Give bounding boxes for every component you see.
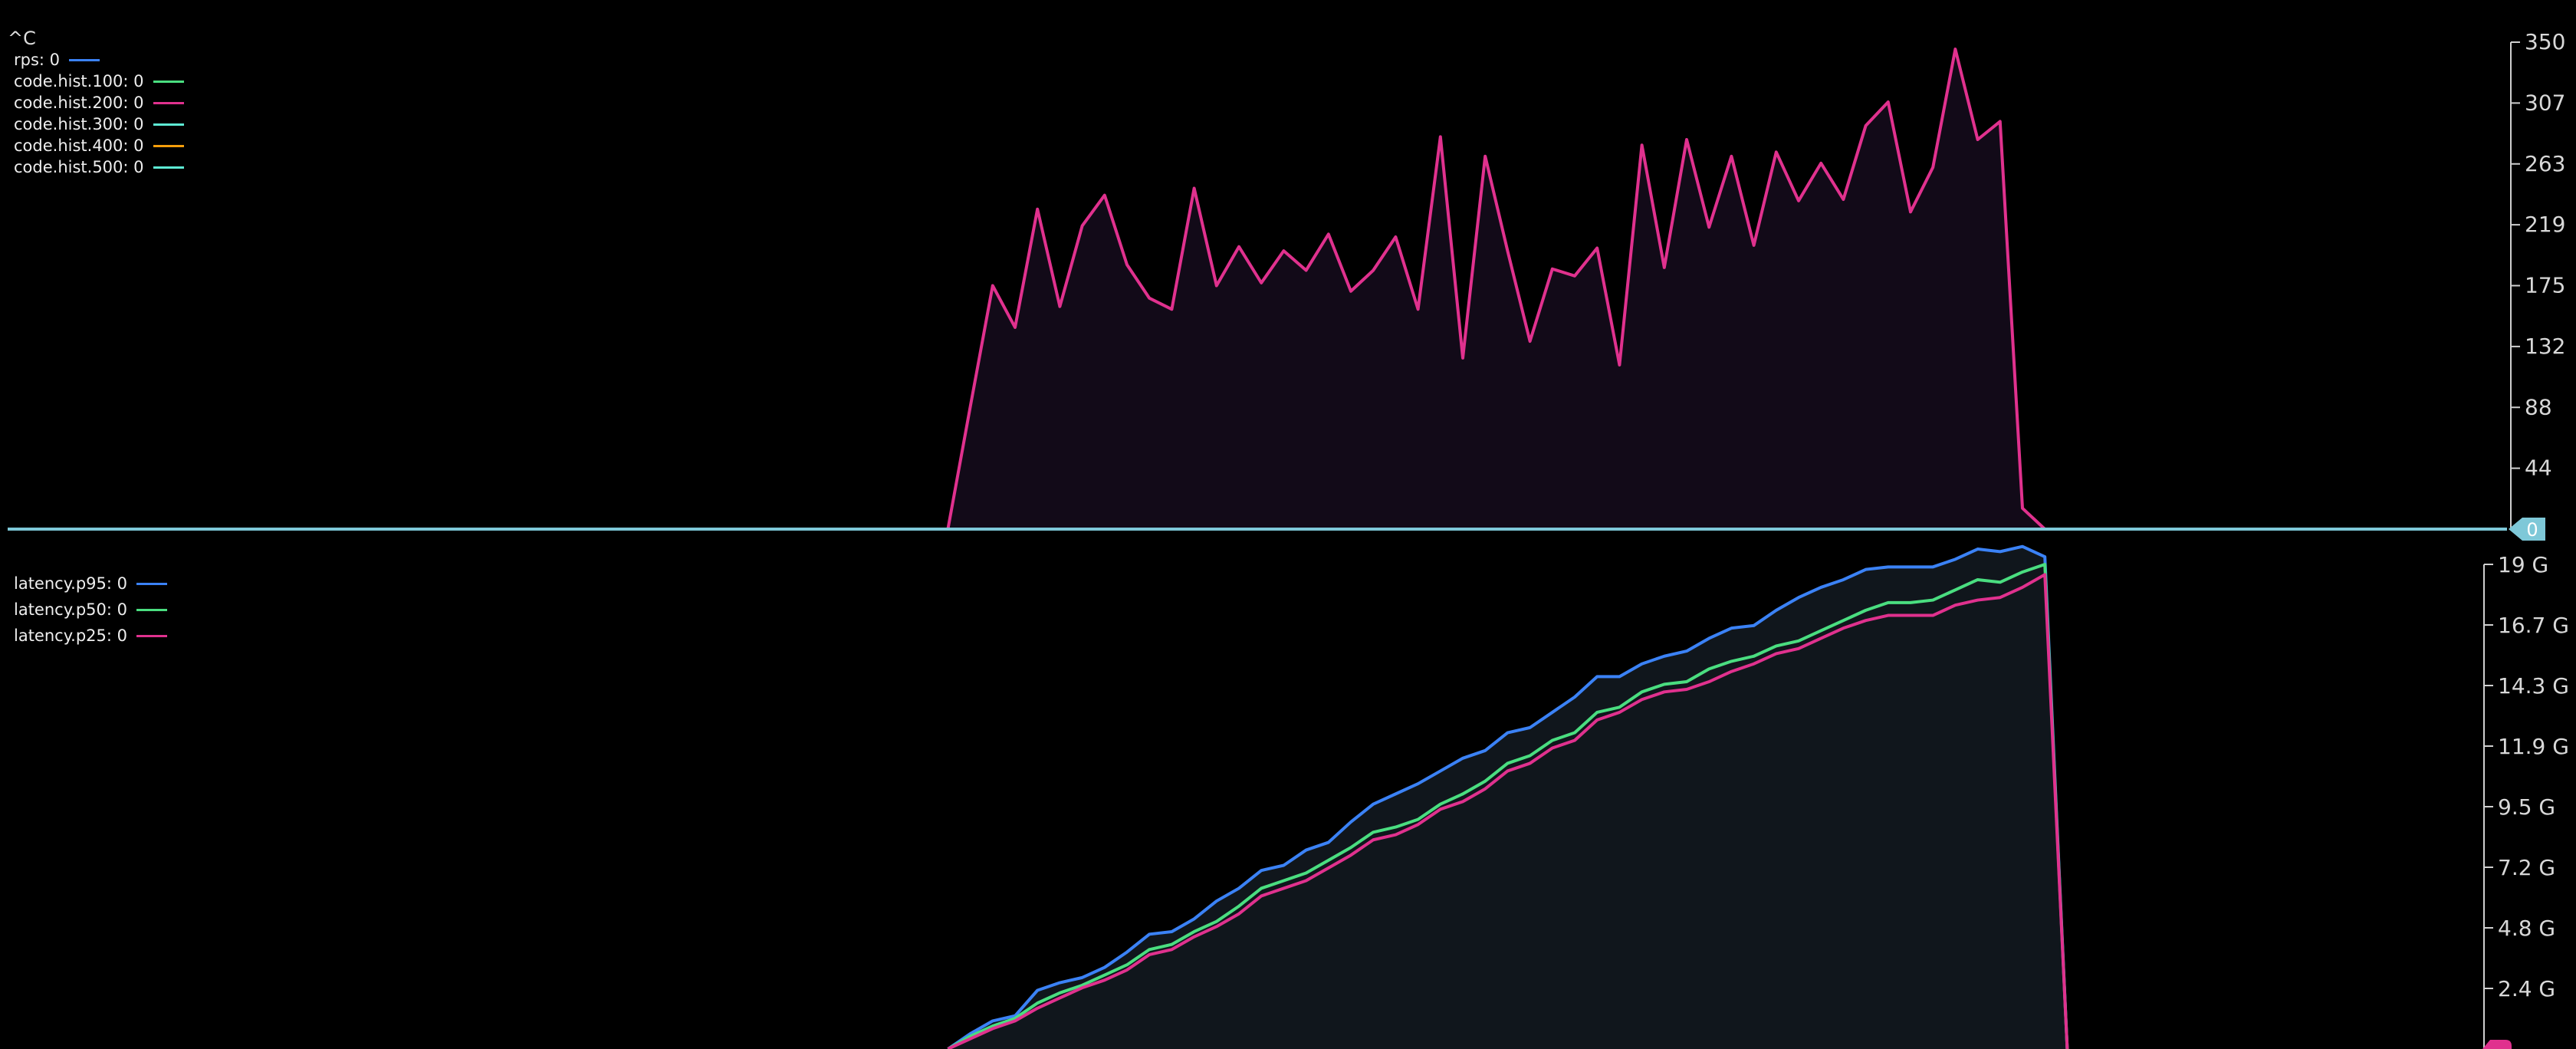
interrupt-text: ^C [8,28,36,49]
top-y-tick-label: 44 [2525,455,2552,481]
top-y-tick-label: 132 [2525,334,2565,359]
top-y-tick-label: 88 [2525,394,2552,419]
legend-hist200: code.hist.200: 0 [14,92,184,113]
legend-hist100: code.hist.100: 0 [14,71,184,92]
bottom-y-tick-label: 19 G [2498,552,2548,577]
latency-area [948,546,2068,1049]
hist200-area [8,49,2246,530]
bottom-y-tick-label: 16.7 G [2498,613,2569,638]
latency-p50-line [947,563,2069,1049]
legend-hist300: code.hist.300: 0 [14,113,184,135]
top-legend: rps: 0 code.hist.100: 0 code.hist.200: 0… [14,49,184,178]
top-y-tick-label: 350 [2525,29,2565,54]
legend-p25-swatch [136,634,167,637]
current-value-label: 0 [2526,519,2538,541]
legend-p50-swatch [136,608,167,611]
bottom-y-tick-label: 2.4 G [2498,976,2555,1001]
top-y-tick-label: 307 [2525,90,2565,115]
legend-p50: latency.p50: 0 [14,597,167,623]
bottom-y-tick-label: 7.2 G [2498,855,2555,880]
rps-chart: 350 307 263 219 175 132 88 44 0 [8,29,2565,541]
latency-chart: 19 G 16.7 G 14.3 G 11.9 G 9.5 G 7.2 G 4.8 G 2.4… [947,544,2569,1049]
bottom-y-tick-label: 4.8 G [2498,916,2555,941]
legend-hist500-swatch [153,166,184,169]
legend-hist400: code.hist.400: 0 [14,135,184,156]
bottom-y-tick-label: 11.9 G [2498,734,2569,759]
bottom-y-tick-label: 14.3 G [2498,673,2569,699]
latency-current-marker [2482,1040,2512,1049]
legend-hist500: code.hist.500: 0 [14,156,184,178]
bottom-legend: latency.p95: 0 latency.p50: 0 latency.p2… [14,571,167,649]
legend-rps: rps: 0 [14,49,184,71]
latency-p25-line [947,573,2069,1049]
legend-hist100-swatch [153,80,184,83]
top-y-tick-label: 175 [2525,273,2565,298]
latency-p95-line [947,544,2069,1049]
legend-p95-swatch [136,582,167,585]
legend-p25: latency.p25: 0 [14,623,167,649]
legend-hist400-swatch [153,144,184,147]
top-y-tick-label: 263 [2525,151,2565,176]
top-y-tick-label: 219 [2525,212,2565,237]
legend-p95: latency.p95: 0 [14,571,167,597]
current-value-marker [2509,518,2545,541]
legend-rps-swatch [69,58,100,61]
bottom-y-tick-label: 9.5 G [2498,794,2555,820]
legend-hist200-swatch [153,101,184,104]
legend-hist300-swatch [153,123,184,126]
